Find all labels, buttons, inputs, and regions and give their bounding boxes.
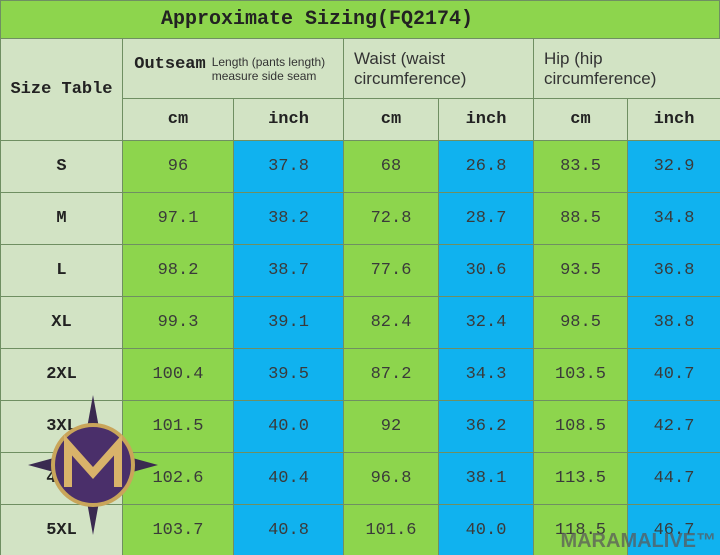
size-value: 46.7 xyxy=(627,504,720,555)
size-value: 97.1 xyxy=(122,192,234,245)
size-value: 68 xyxy=(343,140,439,193)
size-value: 37.8 xyxy=(233,140,344,193)
size-value: 38.7 xyxy=(233,244,344,297)
size-value: 108.5 xyxy=(533,400,628,453)
size-value: 36.8 xyxy=(627,244,720,297)
size-value: 40.0 xyxy=(233,400,344,453)
size-value: 72.8 xyxy=(343,192,439,245)
size-value: 103.7 xyxy=(122,504,234,555)
size-value: 32.4 xyxy=(438,296,534,349)
size-value: 96 xyxy=(122,140,234,193)
size-value: 99.3 xyxy=(122,296,234,349)
size-label: M xyxy=(0,192,123,245)
size-value: 98.5 xyxy=(533,296,628,349)
size-label: XL xyxy=(0,296,123,349)
size-value: 34.3 xyxy=(438,348,534,401)
size-value: 82.4 xyxy=(343,296,439,349)
watermark: MARAMALIVE™ xyxy=(560,530,716,552)
unit-header: cm xyxy=(122,98,234,141)
unit-header: cm xyxy=(533,98,628,141)
size-value: 39.5 xyxy=(233,348,344,401)
size-value: 28.7 xyxy=(438,192,534,245)
size-value: 87.2 xyxy=(343,348,439,401)
group-header: Outseam Length (pants length) measure sid… xyxy=(122,38,344,99)
size-value: 40.7 xyxy=(627,348,720,401)
unit-header: inch xyxy=(627,98,720,141)
size-value: 26.8 xyxy=(438,140,534,193)
size-value: 40.8 xyxy=(233,504,344,555)
size-value: 32.9 xyxy=(627,140,720,193)
size-value: 92 xyxy=(343,400,439,453)
size-value: 39.1 xyxy=(233,296,344,349)
size-value: 103.5 xyxy=(533,348,628,401)
logo xyxy=(28,395,158,535)
size-value: 98.2 xyxy=(122,244,234,297)
unit-header: cm xyxy=(343,98,439,141)
size-value: 83.5 xyxy=(533,140,628,193)
title: Approximate Sizing(FQ2174) xyxy=(0,0,720,39)
size-value: 93.5 xyxy=(533,244,628,297)
size-value: 100.4 xyxy=(122,348,234,401)
size-label: S xyxy=(0,140,123,193)
size-value: 42.7 xyxy=(627,400,720,453)
group-label: Waist (waist circumference) xyxy=(354,48,467,88)
size-value: 38.8 xyxy=(627,296,720,349)
size-value: 38.2 xyxy=(233,192,344,245)
size-label: 5XL xyxy=(0,504,123,555)
group-label: Hip (hip circumference) xyxy=(544,48,657,88)
size-value: 38.1 xyxy=(438,452,534,505)
size-value: 77.6 xyxy=(343,244,439,297)
unit-header: inch xyxy=(233,98,344,141)
group-label: Outseam xyxy=(134,54,206,74)
size-value: 40.0 xyxy=(438,504,534,555)
corner-header: Size Table xyxy=(0,38,123,141)
size-label: L xyxy=(0,244,123,297)
size-label: 2XL xyxy=(0,348,123,401)
size-value: 34.8 xyxy=(627,192,720,245)
size-value: 30.6 xyxy=(438,244,534,297)
size-value: 88.5 xyxy=(533,192,628,245)
unit-header: inch xyxy=(438,98,534,141)
size-value: 44.7 xyxy=(627,452,720,505)
group-header: Waist (waist circumference) xyxy=(343,38,534,99)
group-note: Length (pants length) measure side seam xyxy=(211,54,326,83)
size-value: 40.4 xyxy=(233,452,344,505)
size-value: 101.6 xyxy=(343,504,439,555)
size-value: 113.5 xyxy=(533,452,628,505)
group-header: Hip (hip circumference) xyxy=(533,38,720,99)
size-value: 36.2 xyxy=(438,400,534,453)
size-value: 96.8 xyxy=(343,452,439,505)
